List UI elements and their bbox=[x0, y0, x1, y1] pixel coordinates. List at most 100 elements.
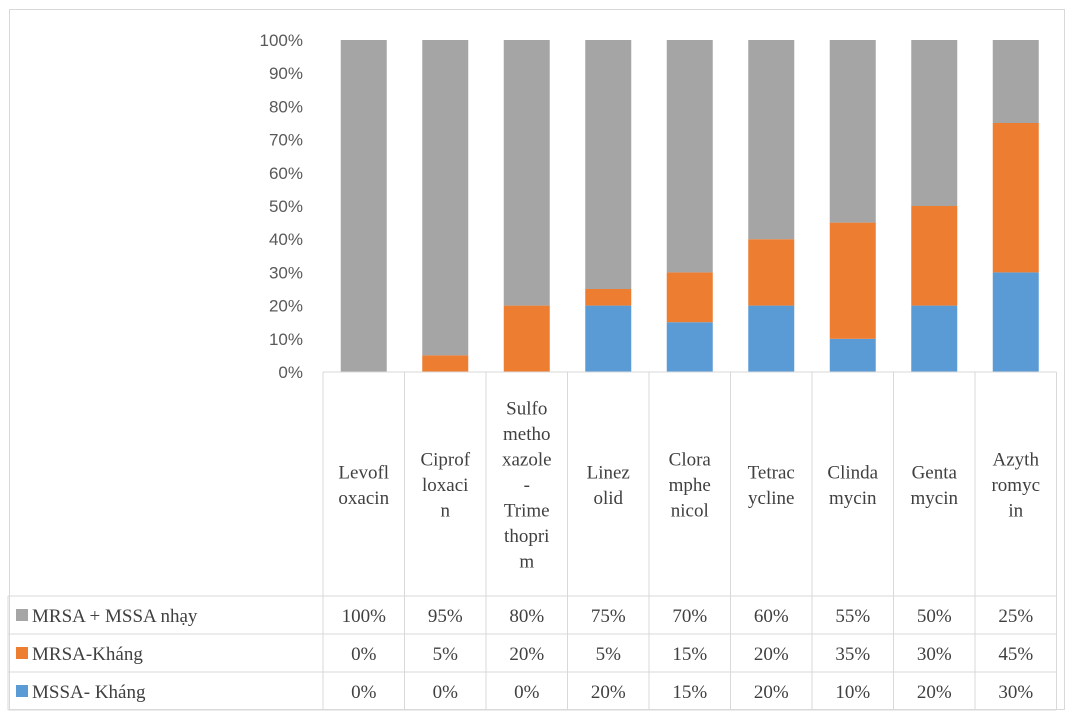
y-tick-label: 90% bbox=[269, 64, 303, 83]
legend-label: MRSA + MSSA nhạy bbox=[32, 606, 198, 627]
category-label-line: n bbox=[441, 501, 451, 522]
category-label-line: thopri bbox=[504, 526, 549, 547]
bars bbox=[340, 40, 1039, 372]
category-label-line: mycin bbox=[911, 488, 959, 509]
category-label-line: m bbox=[519, 552, 534, 573]
y-tick-label: 50% bbox=[269, 197, 303, 216]
y-axis-ticks: 0% 10% 20% 30% 40% 50% 60% 70% 80% 90% 100% bbox=[260, 31, 303, 382]
category-label-line: metho bbox=[503, 424, 551, 445]
bar-segment bbox=[829, 222, 876, 339]
bar-segment bbox=[829, 40, 876, 223]
table-value: 45% bbox=[998, 644, 1033, 665]
table-value: 95% bbox=[428, 606, 463, 627]
y-tick-label: 10% bbox=[269, 330, 303, 349]
bar-segment bbox=[748, 40, 795, 240]
bar-segment bbox=[748, 305, 795, 372]
bar-segment bbox=[992, 40, 1039, 123]
y-tick-label: 40% bbox=[269, 230, 303, 249]
table-value: 50% bbox=[917, 606, 952, 627]
legend-label: MRSA-Kháng bbox=[32, 644, 143, 665]
category-label-line: Linez bbox=[587, 462, 630, 483]
table-value: 0% bbox=[351, 682, 377, 703]
category-label-line: Clora bbox=[669, 450, 712, 471]
table-value: 30% bbox=[917, 644, 952, 665]
category-label: Genta mycin bbox=[911, 462, 959, 509]
bar-segment bbox=[422, 355, 469, 372]
table-value: 20% bbox=[509, 644, 544, 665]
legend-label: MSSA- Kháng bbox=[32, 682, 146, 703]
table-value: 0% bbox=[514, 682, 540, 703]
category-label: Azyth romyc in bbox=[991, 450, 1040, 522]
table-value: 0% bbox=[351, 644, 377, 665]
y-tick-label: 30% bbox=[269, 263, 303, 282]
category-label-line: Ciprof bbox=[420, 450, 470, 471]
bar-segment bbox=[911, 206, 958, 306]
category-label-line: olid bbox=[593, 488, 623, 509]
table-value: 15% bbox=[672, 644, 707, 665]
table-value: 5% bbox=[433, 644, 459, 665]
category-label: Linez olid bbox=[587, 462, 630, 509]
table-value: 35% bbox=[835, 644, 870, 665]
bar-segment bbox=[585, 289, 632, 306]
legend-swatch bbox=[16, 609, 28, 621]
category-label-line: in bbox=[1008, 501, 1023, 522]
category-label: Levofl oxacin bbox=[338, 462, 389, 509]
y-tick-label: 100% bbox=[260, 31, 303, 50]
y-tick-label: 80% bbox=[269, 97, 303, 116]
y-tick-label: 70% bbox=[269, 131, 303, 150]
table-value: 70% bbox=[672, 606, 707, 627]
table-value: 20% bbox=[754, 682, 789, 703]
bar-segment bbox=[911, 305, 958, 372]
bar-segment bbox=[585, 40, 632, 289]
table-value: 60% bbox=[754, 606, 789, 627]
bar-segment bbox=[503, 305, 550, 372]
table-value: 15% bbox=[672, 682, 707, 703]
bar-segment bbox=[992, 123, 1039, 273]
table-value: 25% bbox=[998, 606, 1033, 627]
table-value: 20% bbox=[754, 644, 789, 665]
table-value: 5% bbox=[596, 644, 622, 665]
y-tick-label: 0% bbox=[278, 363, 303, 382]
category-label-line: Tetrac bbox=[748, 462, 795, 483]
bar-segment bbox=[585, 305, 632, 372]
table-value: 80% bbox=[509, 606, 544, 627]
table-value: 100% bbox=[342, 606, 387, 627]
bar-segment bbox=[748, 239, 795, 306]
category-label-line: ycline bbox=[748, 488, 794, 509]
bar-segment bbox=[666, 40, 713, 273]
table-value: 10% bbox=[835, 682, 870, 703]
category-label: Clinda mycin bbox=[827, 462, 878, 509]
category-label-line: nicol bbox=[671, 501, 709, 522]
data-table: Levofl oxacin Ciprof loxaci n Sulfo metho xazol… bbox=[7, 371, 1057, 711]
bar-segment bbox=[911, 40, 958, 206]
category-label: Ciprof loxaci n bbox=[420, 450, 470, 522]
table-value: 30% bbox=[998, 682, 1033, 703]
table-value: 55% bbox=[835, 606, 870, 627]
bar-segment bbox=[503, 40, 550, 306]
category-label-line: Azyth bbox=[993, 450, 1040, 471]
bar-segment bbox=[829, 338, 876, 372]
table-value: 20% bbox=[917, 682, 952, 703]
category-label-line: romyc bbox=[991, 475, 1040, 496]
bar-segment bbox=[992, 272, 1039, 372]
bar-segment bbox=[422, 40, 469, 356]
category-label: Sulfo metho xazole - Trime thopri m bbox=[502, 399, 552, 573]
y-tick-label: 60% bbox=[269, 164, 303, 183]
table-value: 20% bbox=[591, 682, 626, 703]
legend-swatch bbox=[16, 647, 28, 659]
category-label-line: Trime bbox=[504, 501, 550, 522]
category-label-line: Genta bbox=[912, 462, 958, 483]
y-tick-label: 20% bbox=[269, 297, 303, 316]
legend-swatch bbox=[16, 685, 28, 697]
category-label: Tetrac ycline bbox=[748, 462, 795, 509]
category-label: Clora mphe nicol bbox=[669, 450, 712, 522]
category-label-line: mycin bbox=[829, 488, 877, 509]
bar-segment bbox=[666, 272, 713, 323]
category-label-line: xazole bbox=[502, 450, 552, 471]
category-label-line: oxacin bbox=[338, 488, 389, 509]
bar-segment bbox=[340, 40, 387, 372]
category-label-line: Sulfo bbox=[506, 399, 547, 420]
bar-segment bbox=[666, 322, 713, 372]
table-value: 0% bbox=[433, 682, 459, 703]
